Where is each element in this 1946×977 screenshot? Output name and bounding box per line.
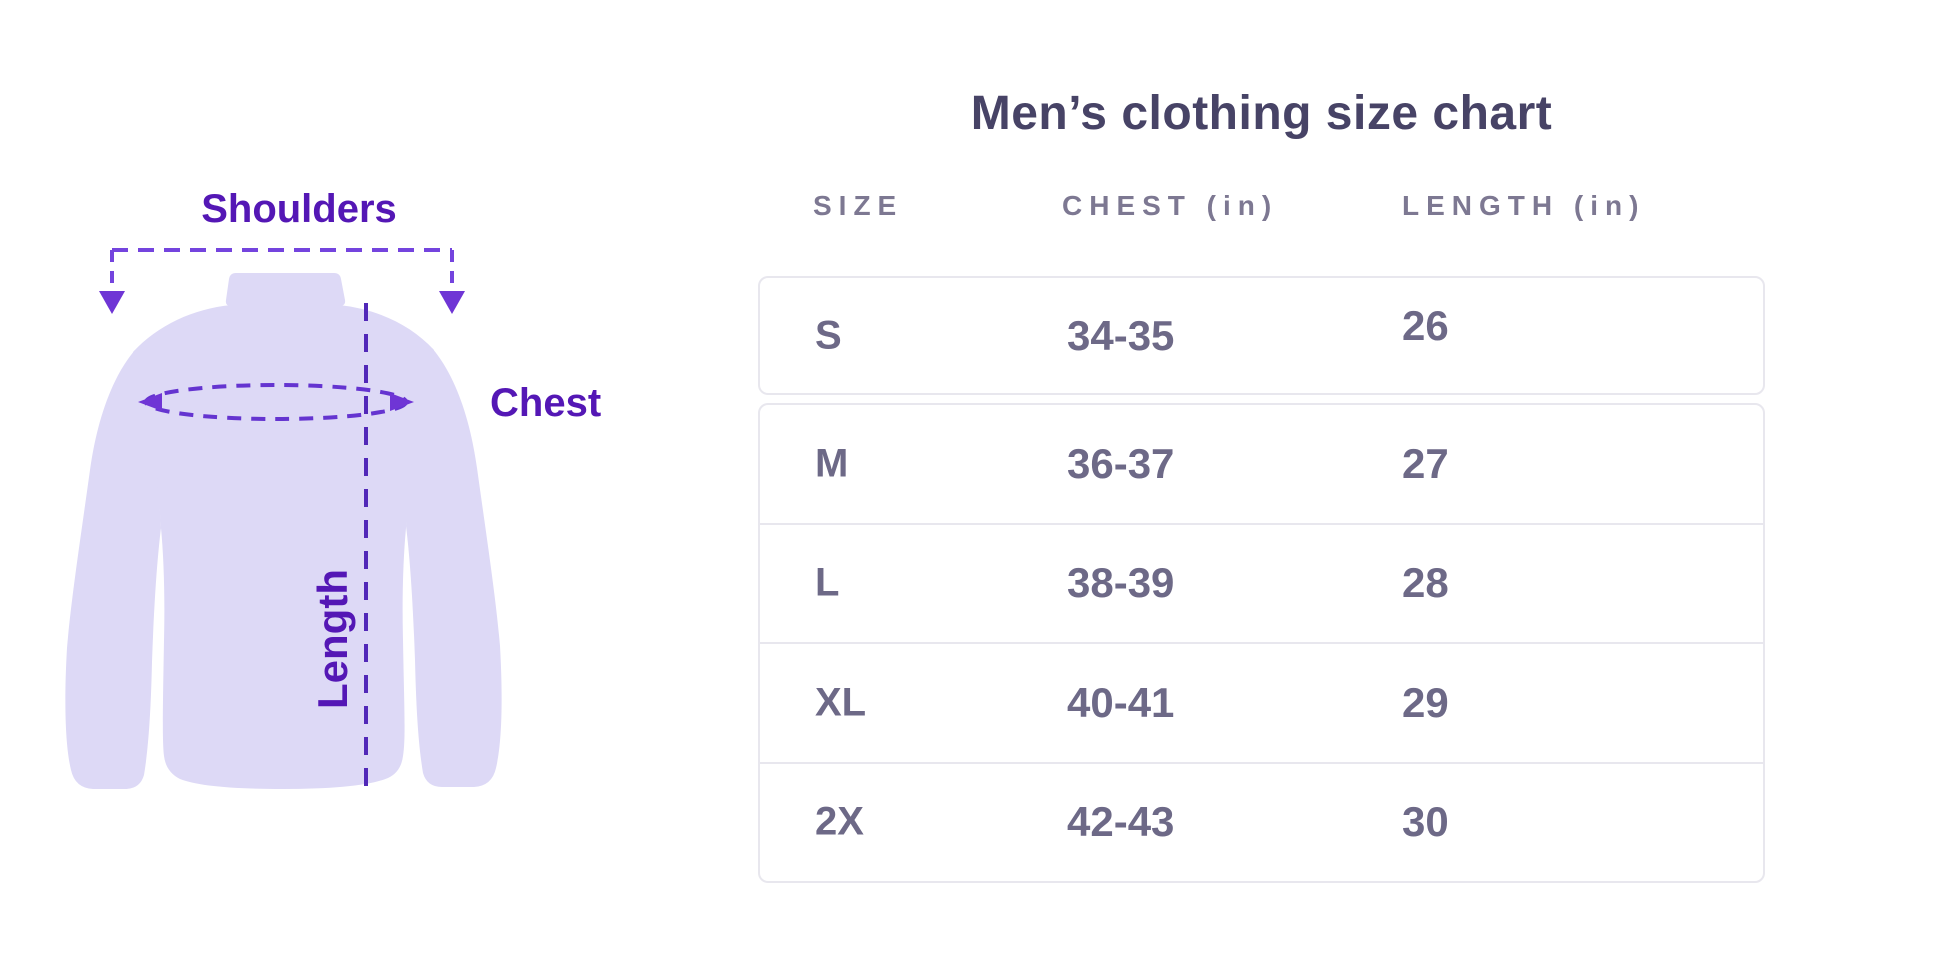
column-header-length: LENGTH (in) (1402, 190, 1646, 221)
table-row-m: M 36-37 27 (760, 405, 1763, 523)
length-value: 28 (1402, 559, 1449, 607)
column-header-size: SIZE (813, 190, 904, 221)
shoulder-arrow-left-icon (99, 291, 125, 314)
table-row: S 34-35 26 (760, 278, 1763, 393)
table-row-2x: 2X 42-43 30 (760, 761, 1763, 882)
table-row-xl: XL 40-41 29 (760, 642, 1763, 762)
length-value: 30 (1402, 798, 1449, 846)
column-header-chest: CHEST (in) (1062, 190, 1279, 221)
size-value: 2X (815, 799, 864, 844)
table-row-l: L 38-39 28 (760, 522, 1763, 643)
length-label: Length (308, 569, 356, 709)
shirt-measurement-diagram (65, 248, 502, 789)
size-value: XL (815, 680, 867, 725)
size-value: S (815, 313, 842, 357)
shirt-body (133, 305, 434, 789)
shoulders-bracket (110, 248, 454, 292)
shirt-silhouette (65, 273, 502, 789)
table-header-row: SIZE CHEST (in) LENGTH (in) (758, 190, 1765, 222)
table-row-s: S 34-35 26 (758, 276, 1765, 395)
shoulders-label: Shoulders (201, 187, 397, 231)
shoulder-arrow-right-icon (439, 291, 465, 314)
chest-value: 34-35 (1067, 311, 1175, 359)
chest-value: 38-39 (1067, 559, 1175, 607)
length-value: 29 (1402, 678, 1449, 726)
chest-value: 40-41 (1067, 678, 1175, 726)
length-value: 26 (1402, 301, 1449, 349)
chest-value: 42-43 (1067, 798, 1175, 846)
shirt-collar (225, 273, 346, 306)
shirt-right-sleeve (406, 348, 502, 787)
chest-value: 36-37 (1067, 439, 1175, 487)
chest-arrow-right-icon (390, 393, 414, 411)
page-title: Men’s clothing size chart (970, 87, 1553, 140)
table-row-group: M 36-37 27 L 38-39 28 XL 40-41 29 2X 42-… (758, 403, 1765, 883)
shirt-left-sleeve (65, 350, 161, 789)
length-value: 27 (1402, 439, 1449, 487)
size-value: L (815, 560, 840, 605)
size-value: M (815, 441, 849, 486)
chest-label: Chest (490, 381, 602, 425)
chest-arrow-left-icon (138, 393, 162, 411)
